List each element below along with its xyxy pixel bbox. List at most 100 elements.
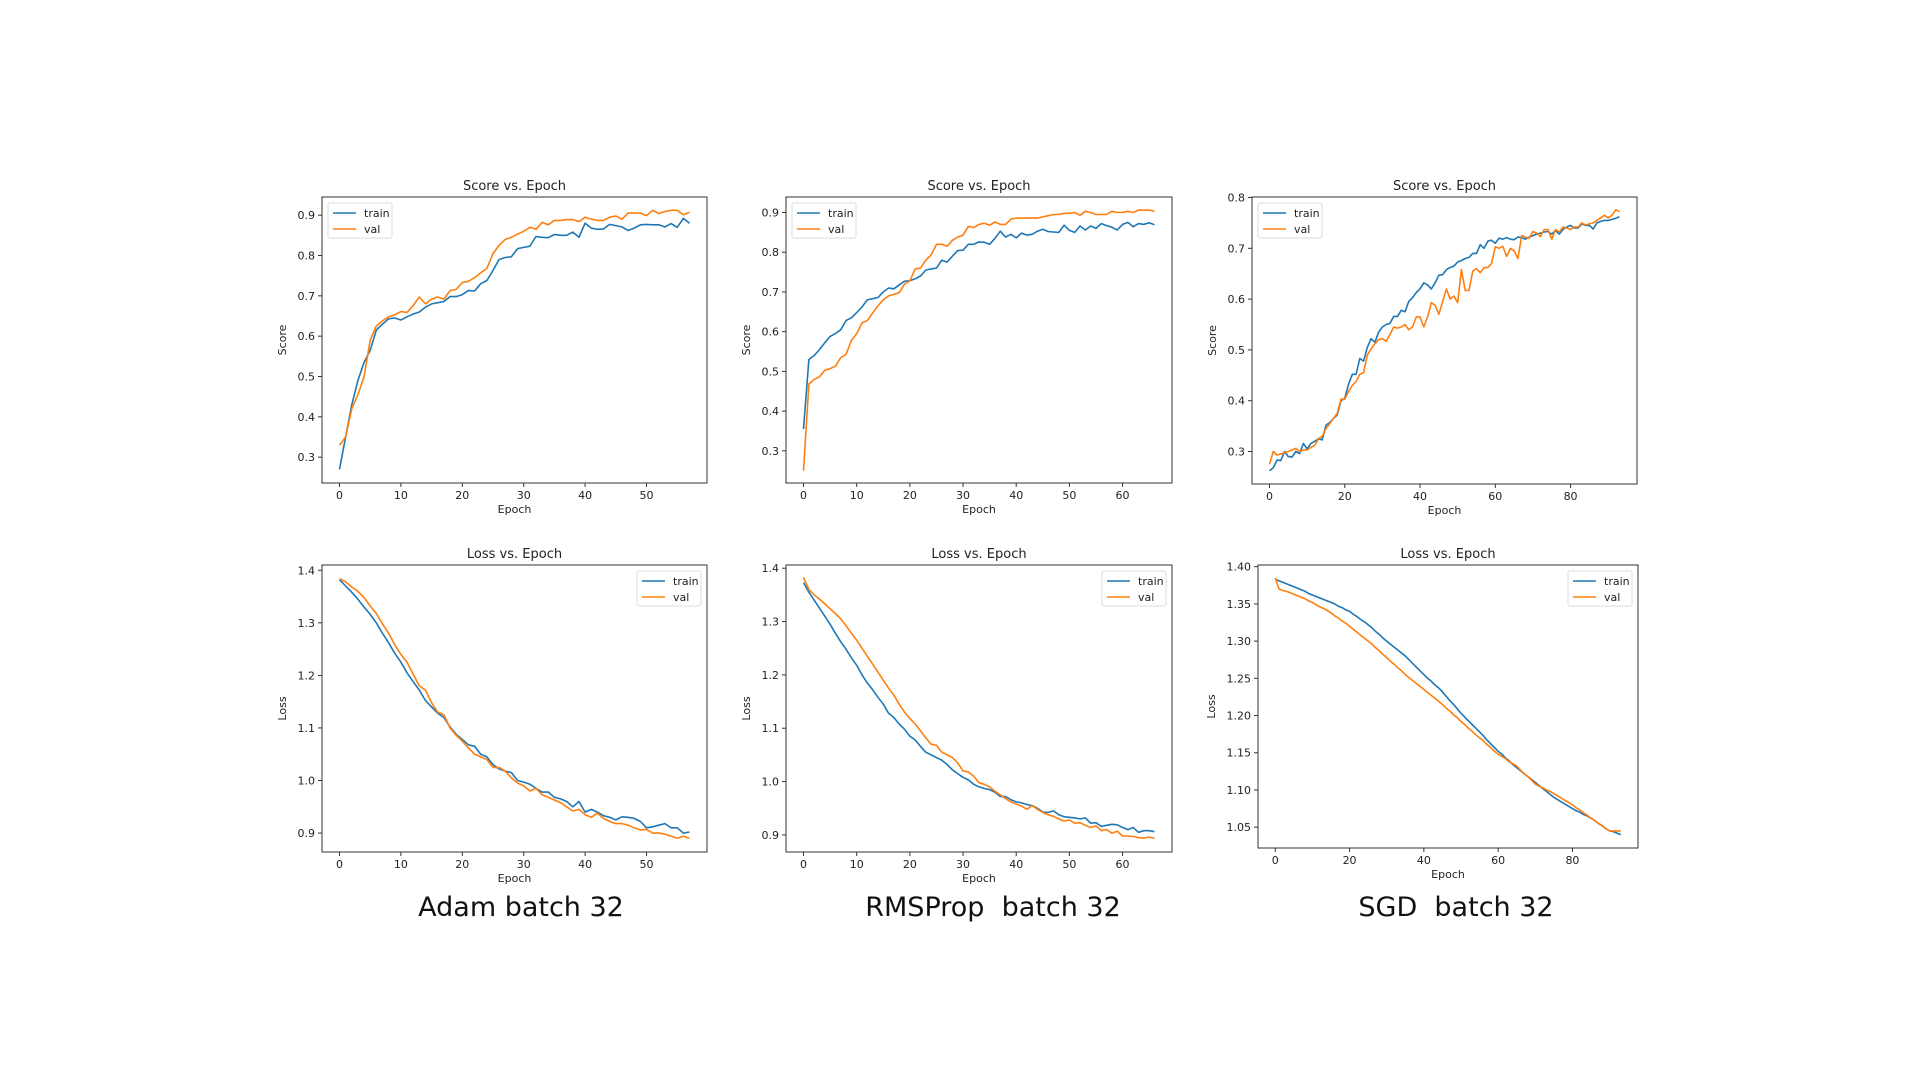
y-tick-label: 0.7 bbox=[762, 286, 780, 299]
legend-label-train: train bbox=[1604, 575, 1630, 588]
chart-1: 0 10 20 30 40 50 60 0.3 0.4 0.5 0.6 0.7 0.8 0.9 Score … bbox=[740, 179, 1173, 516]
y-axis-label: Loss bbox=[740, 696, 753, 720]
y-tick-label: 1.4 bbox=[298, 564, 316, 577]
y-tick-label: 1.2 bbox=[298, 669, 316, 682]
plot-frame bbox=[321, 564, 708, 853]
x-tick-label: 30 bbox=[956, 858, 970, 871]
y-tick-label: 0.3 bbox=[298, 451, 316, 464]
x-tick-label: 50 bbox=[1062, 489, 1076, 502]
y-tick-label: 0.4 bbox=[298, 411, 316, 424]
x-tick-label: 0 bbox=[800, 489, 807, 502]
y-tick-label: 0.4 bbox=[1228, 395, 1246, 408]
x-tick-label: 10 bbox=[850, 489, 864, 502]
legend-label-val: val bbox=[828, 223, 844, 236]
chart-5: 0 20 40 60 80 1.05 1.10 1.15 1.20 1.25 1.30 1.35 1.4… bbox=[1205, 547, 1639, 881]
series-line-val bbox=[1268, 208, 1620, 465]
y-axis-label: Score bbox=[740, 324, 753, 355]
y-tick-label: 0.6 bbox=[298, 330, 316, 343]
legend-label-train: train bbox=[1138, 575, 1164, 588]
y-tick-label: 1.25 bbox=[1227, 672, 1252, 685]
plot-frame bbox=[785, 196, 1173, 484]
x-tick-label: 0 bbox=[336, 489, 343, 502]
chart-2: 0 20 40 60 80 0.3 0.4 0.5 0.6 0.7 0.8 Score vs. Epo… bbox=[1206, 179, 1638, 517]
y-tick-label: 1.20 bbox=[1227, 710, 1252, 723]
y-tick-label: 0.9 bbox=[762, 829, 780, 842]
x-tick-label: 60 bbox=[1116, 489, 1130, 502]
series-line-train bbox=[1268, 216, 1620, 472]
y-tick-label: 1.30 bbox=[1227, 635, 1252, 648]
chart-title: Score vs. Epoch bbox=[463, 179, 566, 194]
y-tick-label: 1.2 bbox=[762, 669, 780, 682]
x-tick-label: 10 bbox=[394, 858, 408, 871]
x-axis-label: Epoch bbox=[1428, 504, 1462, 517]
x-tick-label: 0 bbox=[1266, 490, 1273, 503]
series-line-train bbox=[802, 582, 1155, 834]
chart-title: Score vs. Epoch bbox=[1393, 179, 1496, 194]
y-tick-label: 0.8 bbox=[762, 246, 780, 259]
legend-label-val: val bbox=[364, 223, 380, 236]
y-tick-label: 0.4 bbox=[762, 405, 780, 418]
y-tick-label: 1.3 bbox=[762, 616, 780, 629]
chart-title: Loss vs. Epoch bbox=[467, 547, 562, 562]
x-axis-label: Epoch bbox=[962, 872, 996, 885]
series-line-val bbox=[339, 577, 690, 840]
y-tick-label: 1.40 bbox=[1227, 561, 1252, 574]
x-axis-label: Epoch bbox=[498, 872, 532, 885]
y-tick-label: 0.6 bbox=[762, 326, 780, 339]
x-tick-label: 80 bbox=[1564, 490, 1578, 503]
y-tick-label: 0.7 bbox=[298, 290, 316, 303]
legend: train val bbox=[636, 570, 702, 607]
x-tick-label: 20 bbox=[455, 489, 469, 502]
x-tick-label: 20 bbox=[903, 858, 917, 871]
legend-label-train: train bbox=[1294, 207, 1320, 220]
x-tick-label: 30 bbox=[517, 858, 531, 871]
y-tick-label: 0.9 bbox=[762, 206, 780, 219]
plot-frame bbox=[1251, 196, 1638, 485]
x-tick-label: 50 bbox=[640, 489, 654, 502]
legend: train val bbox=[327, 202, 393, 239]
y-tick-label: 1.15 bbox=[1227, 747, 1252, 760]
y-tick-label: 1.4 bbox=[762, 562, 780, 575]
x-tick-label: 40 bbox=[578, 489, 592, 502]
plot-frame bbox=[1257, 564, 1639, 849]
x-tick-label: 40 bbox=[578, 858, 592, 871]
y-tick-label: 0.6 bbox=[1228, 293, 1246, 306]
legend-label-val: val bbox=[673, 591, 689, 604]
chart-title: Loss vs. Epoch bbox=[1400, 547, 1495, 562]
y-tick-label: 1.1 bbox=[298, 722, 316, 735]
legend-label-val: val bbox=[1138, 591, 1154, 604]
legend-label-train: train bbox=[828, 207, 854, 220]
x-tick-label: 0 bbox=[800, 858, 807, 871]
y-tick-label: 1.1 bbox=[762, 722, 780, 735]
y-tick-label: 0.5 bbox=[762, 365, 780, 378]
chart-title: Score vs. Epoch bbox=[927, 179, 1030, 194]
legend: train val bbox=[1257, 202, 1323, 239]
x-tick-label: 40 bbox=[1009, 489, 1023, 502]
legend-label-train: train bbox=[673, 575, 699, 588]
series-line-train bbox=[802, 221, 1155, 430]
caption-rmsprop: RMSProp batch 32 bbox=[865, 892, 1121, 923]
x-tick-label: 20 bbox=[1343, 854, 1357, 867]
legend-label-val: val bbox=[1604, 591, 1620, 604]
legend: train val bbox=[1567, 570, 1633, 607]
y-tick-label: 0.8 bbox=[298, 249, 316, 262]
y-tick-label: 0.3 bbox=[762, 445, 780, 458]
x-tick-label: 40 bbox=[1009, 858, 1023, 871]
x-axis-label: Epoch bbox=[1431, 868, 1465, 881]
legend-label-train: train bbox=[364, 207, 390, 220]
x-tick-label: 80 bbox=[1565, 854, 1579, 867]
x-tick-label: 30 bbox=[517, 489, 531, 502]
y-tick-label: 0.8 bbox=[1228, 192, 1246, 205]
y-tick-label: 0.5 bbox=[1228, 344, 1246, 357]
x-tick-label: 50 bbox=[640, 858, 654, 871]
y-axis-label: Score bbox=[276, 324, 289, 355]
y-tick-label: 0.9 bbox=[298, 827, 316, 840]
y-tick-label: 1.3 bbox=[298, 617, 316, 630]
x-tick-label: 60 bbox=[1491, 854, 1505, 867]
series-line-train bbox=[338, 579, 690, 834]
x-tick-label: 50 bbox=[1062, 858, 1076, 871]
plot-frame bbox=[321, 196, 708, 484]
x-axis-label: Epoch bbox=[962, 503, 996, 516]
x-tick-label: 60 bbox=[1488, 490, 1502, 503]
